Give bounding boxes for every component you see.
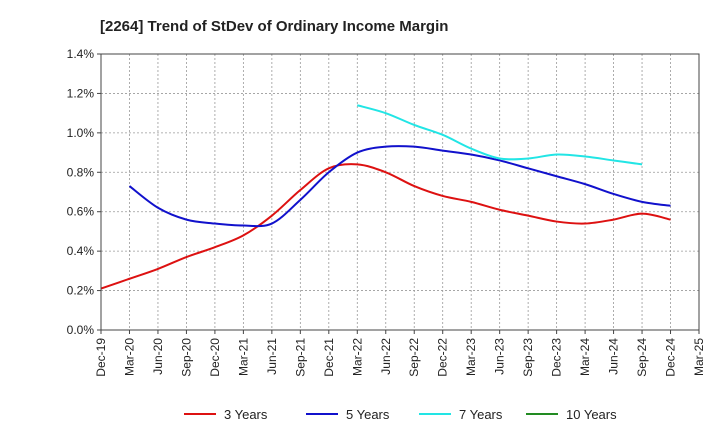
y-tick-label: 0.8% — [67, 165, 95, 179]
x-tick-label: Sep-23 — [521, 338, 535, 377]
legend-label: 7 Years — [459, 407, 503, 422]
series-line-7-years — [357, 104, 643, 166]
y-tick-label: 0.0% — [67, 323, 95, 337]
x-tick-label: Sep-21 — [293, 338, 307, 377]
gridlines — [101, 53, 699, 330]
legend-label: 5 Years — [346, 407, 390, 422]
series-lines — [100, 104, 671, 290]
x-tick-label: Mar-25 — [692, 338, 706, 376]
x-tick-label: Sep-22 — [407, 338, 421, 377]
legend-item-5-years: 5 Years — [306, 407, 390, 422]
x-tick-label: Mar-20 — [122, 338, 136, 376]
x-tick-label: Jun-21 — [265, 338, 279, 375]
x-tick-label: Mar-21 — [236, 338, 250, 376]
y-tick-label: 1.2% — [67, 86, 95, 100]
legend: 3 Years 5 Years 7 Years 10 Years — [184, 407, 617, 422]
y-tick-label: 1.0% — [67, 126, 95, 140]
legend-item-7-years: 7 Years — [419, 407, 503, 422]
x-tick-label: Mar-24 — [578, 338, 592, 376]
chart-title: [2264] Trend of StDev of Ordinary Income… — [100, 18, 448, 35]
x-tick-label: Dec-20 — [208, 338, 222, 377]
x-axis-ticks: Dec-19 Mar-20 Jun-20 Sep-20 Dec-20 Mar-21 Jun-… — [94, 330, 706, 377]
y-tick-label: 0.6% — [67, 205, 95, 219]
series-line-3-years — [100, 163, 671, 290]
x-tick-label: Dec-21 — [322, 338, 336, 377]
x-tick-label: Sep-24 — [635, 338, 649, 377]
legend-item-10-years: 10 Years — [526, 407, 617, 422]
x-tick-label: Dec-24 — [664, 338, 678, 377]
series-line-5-years — [128, 145, 671, 228]
y-tick-label: 1.4% — [67, 47, 95, 61]
x-tick-label: Sep-20 — [179, 338, 193, 377]
y-axis-ticks: 0.0% 0.2% 0.4% 0.6% 0.8% 1.0% 1.2% 1.4% — [67, 47, 101, 337]
plot-frame — [100, 53, 700, 331]
y-tick-label: 0.2% — [67, 284, 95, 298]
x-tick-label: Mar-22 — [350, 338, 364, 376]
legend-item-3-years: 3 Years — [184, 407, 268, 422]
x-tick-label: Dec-22 — [436, 338, 450, 377]
x-tick-label: Dec-19 — [94, 338, 108, 377]
x-tick-label: Jun-24 — [607, 338, 621, 375]
legend-label: 3 Years — [224, 407, 268, 422]
x-tick-label: Jun-22 — [379, 338, 393, 375]
y-tick-label: 0.4% — [67, 244, 95, 258]
x-tick-label: Mar-23 — [464, 338, 478, 376]
x-tick-label: Jun-20 — [151, 338, 165, 375]
legend-label: 10 Years — [566, 407, 617, 422]
x-tick-label: Jun-23 — [493, 338, 507, 375]
x-tick-label: Dec-23 — [550, 338, 564, 377]
